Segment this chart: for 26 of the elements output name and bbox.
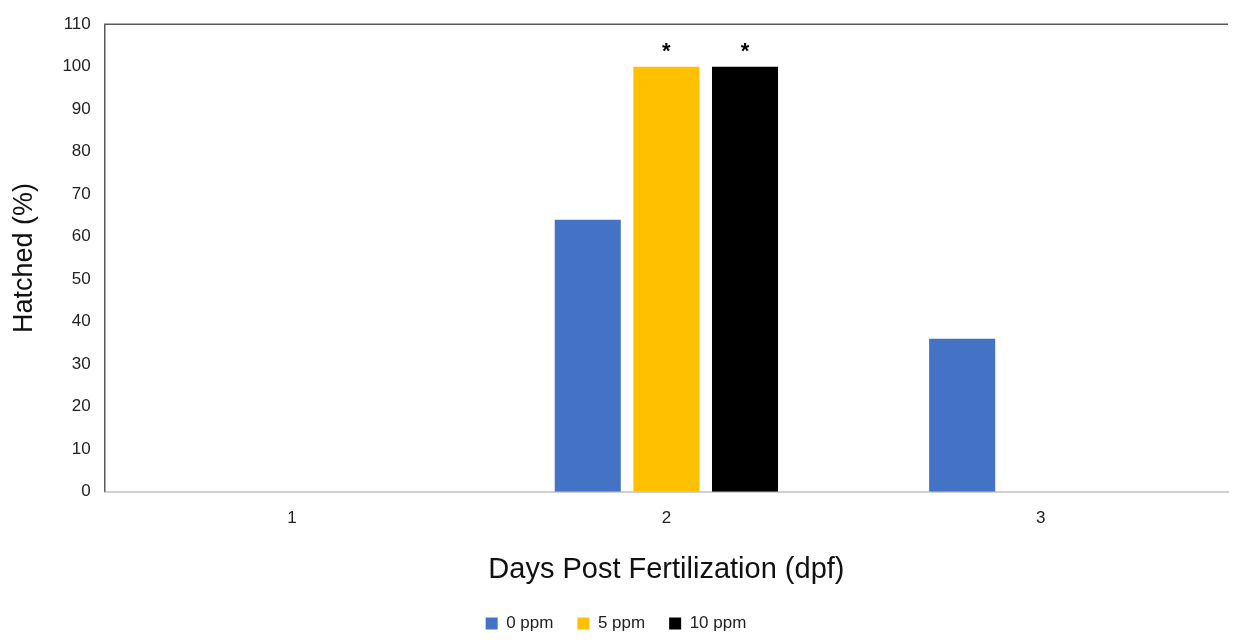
- data-label: *: [740, 37, 750, 63]
- data-label: *: [662, 37, 672, 63]
- y-tick-label: 60: [71, 226, 91, 246]
- y-tick-label: 110: [63, 13, 91, 33]
- bar: [711, 66, 779, 492]
- y-tick-label: 10: [71, 438, 91, 458]
- x-tick-label: 2: [661, 507, 672, 527]
- y-tick-label: 0: [81, 481, 91, 501]
- y-tick-label: 30: [71, 353, 91, 373]
- x-tick-label: 1: [287, 507, 297, 527]
- bar: [554, 219, 621, 492]
- y-tick-label: 40: [71, 311, 91, 331]
- y-tick-label: 70: [71, 183, 91, 203]
- legend-label: 0 ppm: [506, 613, 554, 633]
- y-tick-label: 20: [71, 396, 91, 416]
- bar: [633, 66, 700, 492]
- legend-label: 10 ppm: [689, 613, 747, 633]
- bar: [929, 338, 996, 492]
- x-axis-title: Days Post Fertilization (dpf): [488, 551, 845, 584]
- y-tick-label: 90: [71, 98, 91, 118]
- legend-label: 5 ppm: [597, 613, 646, 633]
- x-tick-label: 3: [1036, 507, 1046, 527]
- y-tick-label: 50: [71, 268, 91, 288]
- y-tick-label: 80: [71, 141, 91, 161]
- y-tick-label: 100: [62, 56, 91, 76]
- y-axis-title: Hatched (%): [7, 182, 38, 334]
